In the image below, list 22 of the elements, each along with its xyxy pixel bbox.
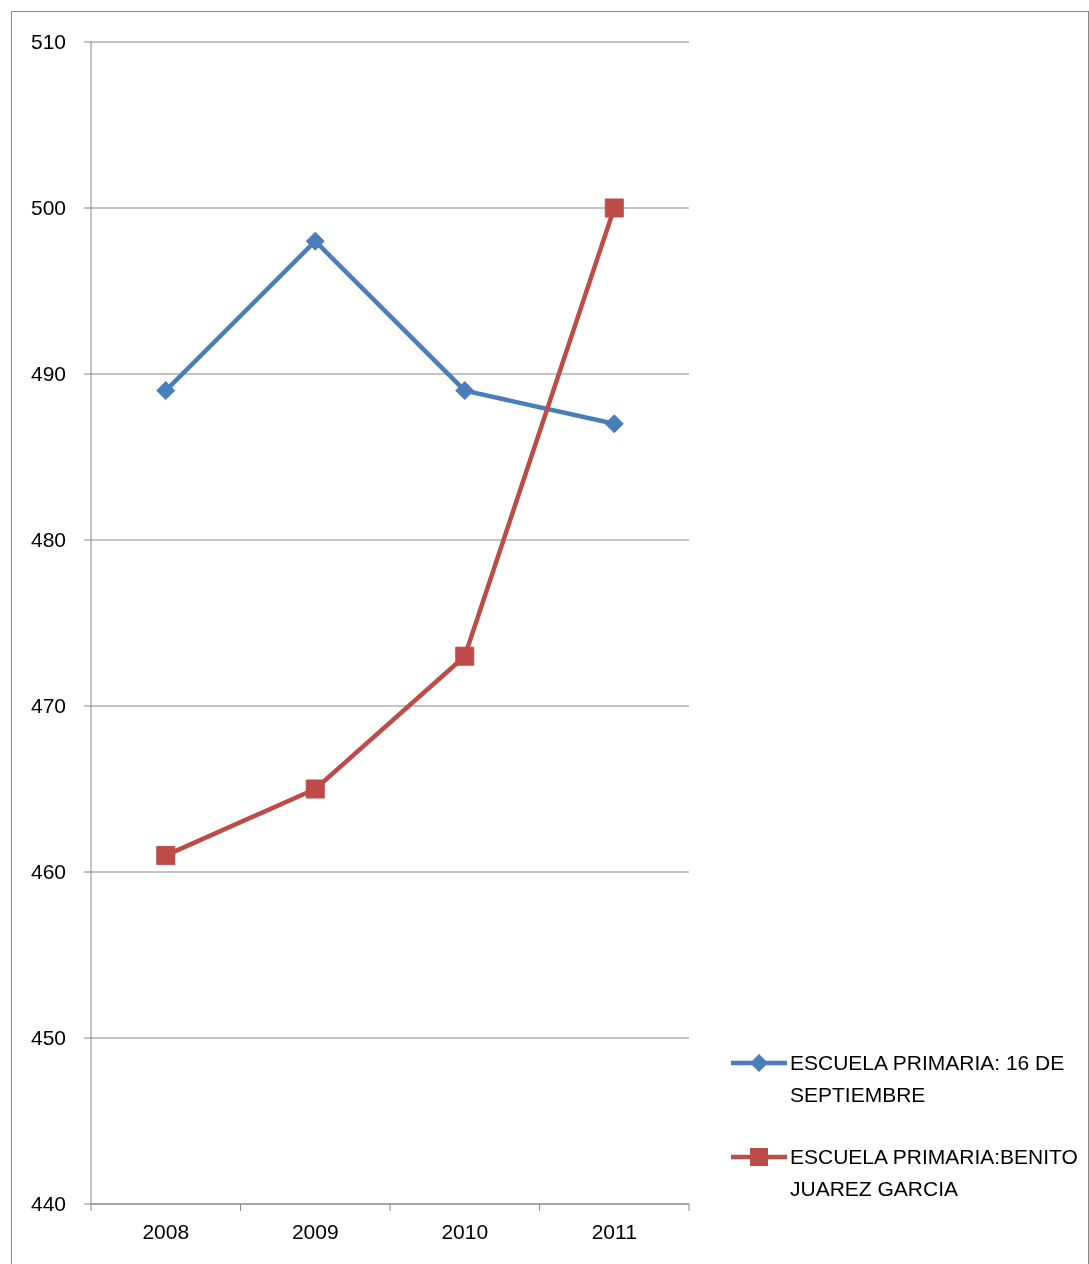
point — [305, 231, 325, 251]
y-tick-label: 460 — [30, 860, 66, 884]
point — [156, 381, 176, 401]
y-tick-label: 510 — [30, 30, 66, 54]
y-tick-label: 490 — [30, 362, 66, 386]
y-tick-label: 450 — [30, 1026, 66, 1050]
legend-label: ESCUELA PRIMARIA: 16 DE SEPTIEMBRE — [790, 1051, 1065, 1106]
point — [455, 646, 475, 666]
point — [305, 779, 325, 799]
point — [604, 414, 624, 434]
legend-label: ESCUELA PRIMARIA:BENITO JUAREZ GARCIA — [790, 1145, 1078, 1200]
y-tick-label: 500 — [30, 196, 66, 220]
x-tick-label: 2008 — [142, 1220, 190, 1243]
y-tick-label: 480 — [30, 528, 66, 552]
x-tick-label: 2011 — [591, 1220, 637, 1243]
point — [604, 198, 624, 218]
point — [455, 381, 475, 401]
y-tick-label: 440 — [30, 1192, 66, 1216]
y-tick-label: 470 — [30, 694, 66, 718]
x-tick-label: 2009 — [291, 1220, 339, 1243]
x-tick-label: 2010 — [441, 1220, 489, 1243]
point — [156, 845, 176, 865]
